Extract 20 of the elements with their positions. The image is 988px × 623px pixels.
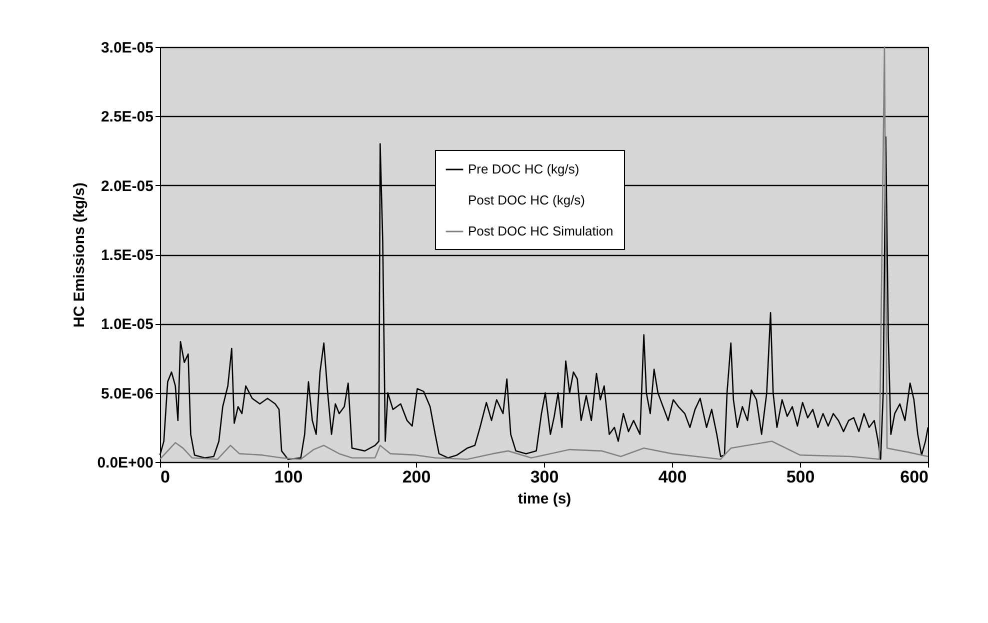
y-tick-label: 0.0E+00 <box>97 454 154 472</box>
y-tick-label: 2.5E-05 <box>100 108 154 126</box>
x-tick-label: 100 <box>274 468 303 486</box>
y-tick-label: 5.0E-06 <box>100 385 154 402</box>
x-tick-label: 600 <box>900 468 928 486</box>
y-tick-label: 1.0E-05 <box>100 316 154 334</box>
y-axis-title: HC Emissions (kg/s) <box>71 182 88 328</box>
y-tick-label: 3.0E-05 <box>100 40 154 56</box>
legend-label: Pre DOC HC (kg/s) <box>468 162 580 176</box>
y-tick-label: 2.0E-05 <box>100 178 154 195</box>
x-axis-title: time (s) <box>518 490 572 508</box>
x-tick-label: 200 <box>402 468 431 486</box>
legend-label: Post DOC HC Simulation <box>468 224 614 238</box>
x-tick-label: 400 <box>658 468 687 486</box>
x-tick-label: 300 <box>530 468 559 486</box>
x-tick-label: 0 <box>160 468 170 486</box>
line-series <box>159 46 929 460</box>
y-tick-label: 1.5E-05 <box>100 247 154 264</box>
text: Post DOC HC (kg/s) <box>468 192 586 208</box>
x-tick-label: 500 <box>786 468 815 486</box>
